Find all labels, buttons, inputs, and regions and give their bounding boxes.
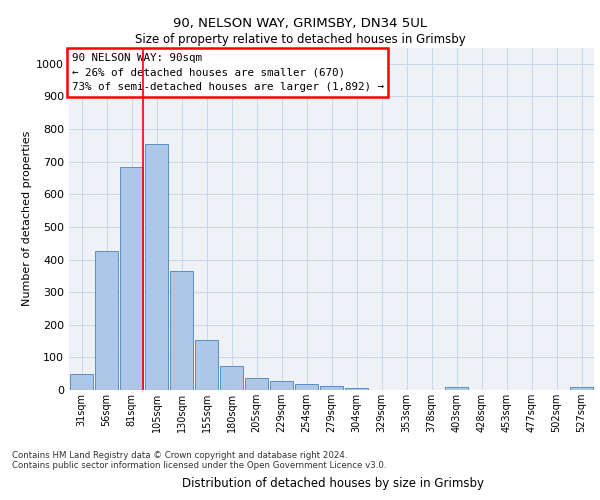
Bar	[245, 378, 268, 390]
Bar	[320, 386, 343, 390]
Text: Size of property relative to detached houses in Grimsby: Size of property relative to detached ho…	[134, 32, 466, 46]
Text: 90, NELSON WAY, GRIMSBY, DN34 5UL: 90, NELSON WAY, GRIMSBY, DN34 5UL	[173, 18, 427, 30]
Y-axis label: Number of detached properties: Number of detached properties	[22, 131, 32, 306]
Bar	[345, 388, 368, 390]
Bar	[195, 340, 218, 390]
Text: Contains public sector information licensed under the Open Government Licence v3: Contains public sector information licen…	[12, 460, 386, 469]
Bar	[95, 252, 118, 390]
Bar	[70, 374, 93, 390]
Bar	[445, 388, 468, 390]
Bar	[220, 366, 243, 390]
Text: Contains HM Land Registry data © Crown copyright and database right 2024.: Contains HM Land Registry data © Crown c…	[12, 450, 347, 460]
Bar	[145, 144, 168, 390]
Bar	[120, 166, 143, 390]
Bar	[270, 381, 293, 390]
Bar	[570, 388, 593, 390]
Bar	[295, 384, 318, 390]
Text: Distribution of detached houses by size in Grimsby: Distribution of detached houses by size …	[182, 477, 484, 490]
Bar	[170, 271, 193, 390]
Text: 90 NELSON WAY: 90sqm
← 26% of detached houses are smaller (670)
73% of semi-deta: 90 NELSON WAY: 90sqm ← 26% of detached h…	[71, 52, 383, 92]
